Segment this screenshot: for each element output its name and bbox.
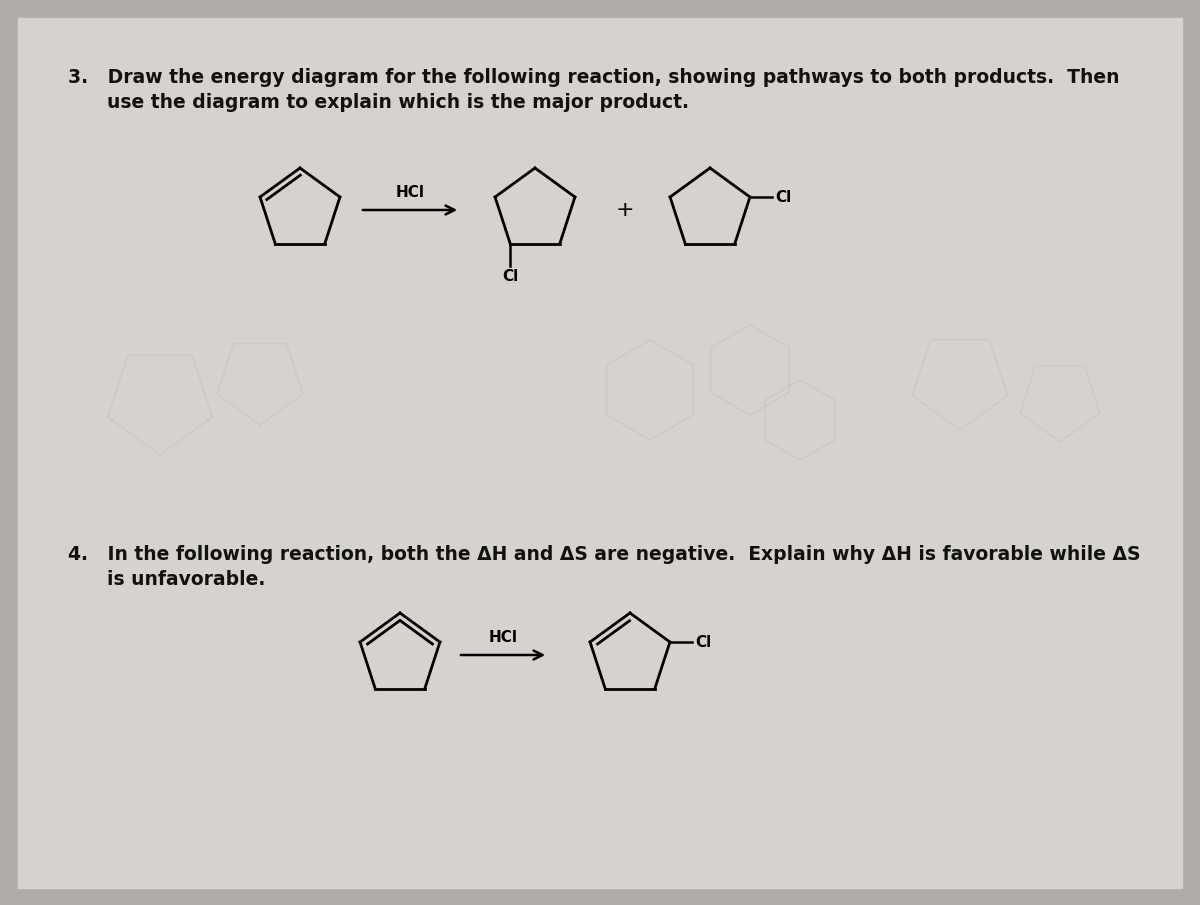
Text: HCl: HCl — [396, 185, 425, 200]
Text: use the diagram to explain which is the major product.: use the diagram to explain which is the … — [68, 93, 689, 112]
Text: Cl: Cl — [775, 189, 791, 205]
Text: Cl: Cl — [695, 634, 712, 650]
Text: 4.   In the following reaction, both the ΔH and ΔS are negative.  Explain why ΔH: 4. In the following reaction, both the Δ… — [68, 545, 1140, 564]
Text: 3.   Draw the energy diagram for the following reaction, showing pathways to bot: 3. Draw the energy diagram for the follo… — [68, 68, 1120, 87]
Text: Cl: Cl — [502, 269, 518, 284]
Text: is unfavorable.: is unfavorable. — [68, 570, 265, 589]
Text: HCl: HCl — [488, 630, 517, 645]
Text: +: + — [616, 200, 635, 220]
